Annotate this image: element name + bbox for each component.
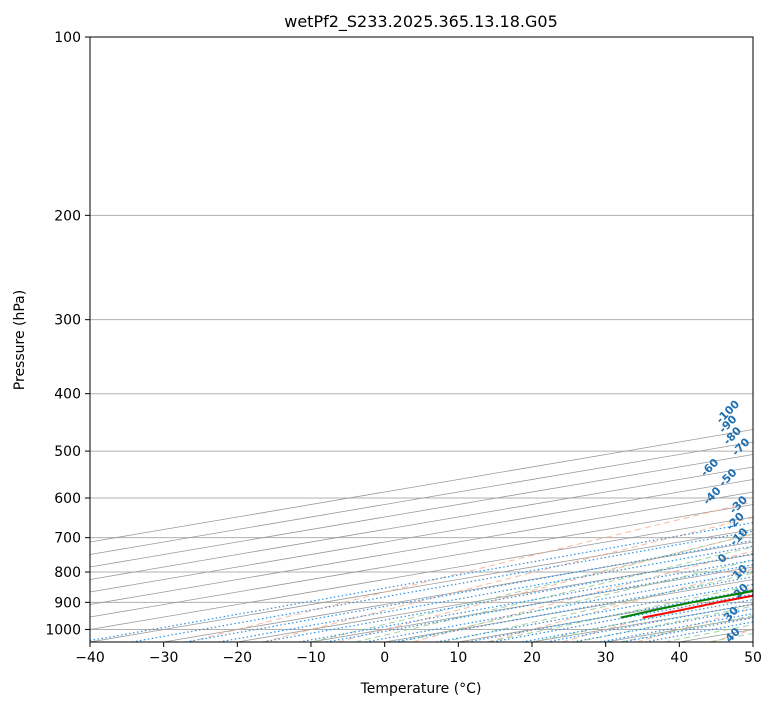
y-tick-label-9: 1000 [45, 622, 81, 638]
isotherm-7 [16, 37, 775, 642]
mixing-ratio-line-4 [263, 451, 775, 642]
isotherm-17 [753, 37, 775, 642]
isotherm-3 [0, 37, 775, 642]
chart-title: wetPf2_S233.2025.365.13.18.G05 [284, 12, 558, 32]
moist-adiabat-9 [709, 37, 775, 642]
x-tick-label-4: 0 [380, 650, 389, 666]
dry-adiabat-0 [189, 37, 775, 642]
x-axis-label: Temperature (°C) [360, 681, 482, 697]
mixing-ratio-line-6 [326, 451, 775, 642]
x-tick-label-2: −20 [223, 650, 253, 666]
y-tick-label-1: 200 [54, 208, 81, 224]
x-tick-label-6: 20 [523, 650, 541, 666]
axes: −40 −30 −20 −10 0 10 20 30 40 50 100 200 300 400 500 60… [45, 30, 762, 666]
background-grid [0, 37, 775, 642]
x-tick-label-8: 40 [670, 650, 688, 666]
y-tick-label-2: 300 [54, 313, 81, 329]
moist-adiabat-5 [532, 37, 775, 642]
isotherm-8 [90, 37, 775, 642]
dry-adiabat-label-5: -50 [716, 466, 739, 489]
isotherm-6 [0, 37, 775, 642]
isotherm-14 [532, 37, 775, 642]
x-tick-label-7: 30 [597, 650, 615, 666]
dry-adiabat-4 [488, 37, 775, 642]
moist-adiabat-4 [488, 37, 775, 642]
y-tick-label-7: 800 [54, 565, 81, 581]
y-tick-label-0: 100 [54, 30, 81, 46]
moist-adiabat-1 [355, 37, 775, 642]
moist-adiabat-2 [399, 37, 775, 642]
x-tick-label-5: 10 [449, 650, 467, 666]
isotherm-5 [0, 37, 775, 642]
x-tick-label-3: −10 [296, 650, 326, 666]
x-tick-label-9: 50 [744, 650, 762, 666]
profile-series [621, 37, 775, 618]
y-tick-label-5: 600 [54, 491, 81, 507]
x-tick-label-0: −40 [75, 650, 105, 666]
y-tick-label-3: 400 [54, 387, 81, 403]
mixing-ratio-line-3 [219, 451, 775, 642]
isotherm-4 [0, 37, 775, 642]
moist-adiabat-3 [444, 37, 775, 642]
isotherm-2 [0, 37, 775, 642]
isotherm-0 [0, 37, 775, 642]
dry-adiabat-6 [637, 37, 775, 642]
isotherm-11 [311, 37, 775, 642]
y-tick-label-4: 500 [54, 444, 81, 460]
y-tick-label-6: 700 [54, 531, 81, 547]
dewpoint-profile-line [621, 37, 775, 618]
moist-adiabat-0 [311, 37, 775, 642]
reference-lines [82, 37, 775, 642]
dry-adiabat-7 [712, 37, 775, 642]
moist-adiabat-6 [576, 37, 775, 642]
x-tick-label-1: −30 [149, 650, 179, 666]
plot-frame [90, 37, 753, 642]
y-tick-label-8: 900 [54, 595, 81, 611]
isotherm-1 [0, 37, 775, 642]
y-axis-label: Pressure (hPa) [12, 290, 28, 390]
isotherm-12 [385, 37, 775, 642]
